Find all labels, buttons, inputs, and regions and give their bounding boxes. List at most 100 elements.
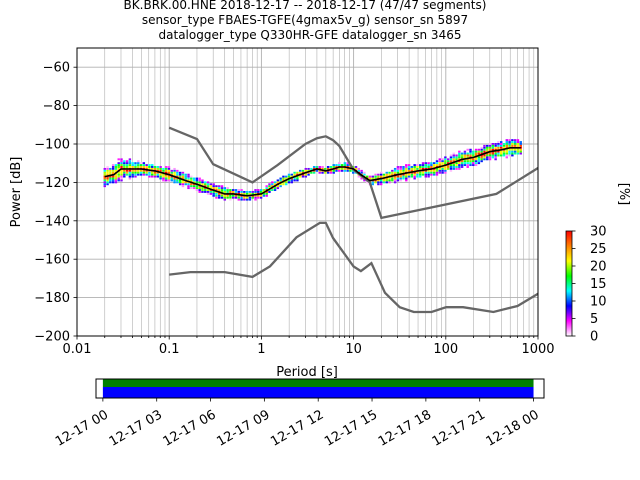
- psd-cell: [377, 173, 380, 176]
- psd-cell: [410, 173, 414, 176]
- psd-cell: [237, 191, 240, 193]
- psd-cell: [123, 162, 126, 165]
- psd-cell: [505, 143, 508, 145]
- x-ticks: 0.01 0.1 1 10 100 1000: [63, 336, 555, 357]
- psd-cell: [251, 191, 254, 193]
- psd-cell: [346, 162, 349, 165]
- psd-cell: [176, 179, 179, 182]
- psd-cell: [296, 171, 299, 174]
- psd-cell: [335, 167, 338, 170]
- psd-cell: [134, 175, 137, 178]
- psd-cell: [463, 152, 467, 155]
- psd-cell: [123, 169, 126, 172]
- psd-cell: [257, 191, 260, 193]
- psd-cell: [494, 143, 497, 145]
- psd-cell: [293, 171, 296, 174]
- psd-cell: [505, 152, 508, 155]
- x-tick-label: 1: [257, 342, 265, 357]
- psd-cell: [419, 171, 422, 174]
- psd-cell: [223, 196, 227, 199]
- psd-cell: [419, 173, 422, 176]
- coverage-bars: [102, 379, 534, 398]
- psd-cell: [435, 171, 439, 174]
- psd-cell: [446, 158, 450, 161]
- psd-cell: [379, 181, 383, 184]
- psd-cell: [206, 183, 210, 186]
- psd-cell: [483, 150, 486, 153]
- psd-cell: [173, 181, 176, 184]
- psd-cell: [234, 196, 238, 199]
- coverage-tick-label: 12-17 12: [268, 407, 326, 449]
- psd-cell: [318, 166, 321, 168]
- psd-cell: [365, 175, 369, 178]
- psd-cell: [240, 191, 243, 193]
- psd-cell: [111, 181, 115, 184]
- psd-cell: [494, 156, 497, 159]
- psd-cell: [505, 154, 508, 157]
- psd-cell: [497, 152, 500, 155]
- psd-cell: [123, 175, 126, 178]
- psd-cell: [131, 166, 134, 168]
- psd-cell: [460, 154, 464, 157]
- x-tick-label: 1000: [521, 342, 554, 357]
- psd-cell: [279, 183, 282, 186]
- psd-cell: [377, 181, 380, 184]
- psd-cell: [254, 191, 257, 193]
- psd-cell: [480, 146, 483, 149]
- psd-cell: [438, 171, 441, 174]
- psd-cell: [117, 167, 120, 170]
- psd-cell: [469, 152, 472, 155]
- psd-cell: [494, 148, 497, 151]
- psd-cell: [114, 175, 118, 178]
- psd-cell: [435, 164, 439, 167]
- psd-cell: [181, 175, 185, 178]
- psd-cell: [343, 167, 347, 170]
- psd-cell: [181, 181, 185, 184]
- psd-cell: [516, 144, 520, 147]
- psd-cell: [176, 171, 179, 174]
- psd-cell: [460, 166, 464, 168]
- psd-cell: [187, 175, 190, 178]
- psd-cell: [463, 160, 467, 163]
- psd-cell: [240, 196, 243, 199]
- psd-cell: [243, 192, 246, 195]
- colorbar: 0 5 10 15 20 25 30 [%]: [565, 183, 631, 345]
- psd-cell: [243, 196, 246, 199]
- psd-cell: [435, 167, 439, 170]
- psd-cell: [491, 144, 495, 147]
- psd-cell: [192, 181, 196, 184]
- psd-cell: [469, 150, 472, 153]
- psd-cell: [458, 160, 461, 163]
- psd-cell: [106, 167, 109, 170]
- psd-cell: [455, 167, 458, 170]
- psd-cell: [159, 169, 162, 172]
- psd-cell: [405, 167, 408, 170]
- psd-cell: [502, 146, 506, 149]
- psd-cell: [148, 167, 151, 170]
- psd-cell: [449, 164, 453, 167]
- psd-cell: [508, 144, 511, 147]
- psd-cell: [329, 169, 333, 172]
- psd-cell: [123, 166, 126, 168]
- psd-cell: [393, 179, 397, 182]
- x-tick-label: 0.01: [63, 342, 92, 357]
- psd-cell: [405, 175, 408, 178]
- psd-cell: [396, 175, 400, 178]
- psd-cell: [312, 166, 316, 168]
- colorbar-tick-label: 20: [590, 260, 607, 275]
- psd-cell: [131, 164, 134, 167]
- psd-cell: [374, 181, 377, 184]
- psd-cell: [407, 166, 411, 168]
- psd-cell: [477, 152, 481, 155]
- psd-cell: [204, 181, 207, 184]
- psd-cell: [352, 171, 355, 174]
- psd-cell: [137, 160, 140, 163]
- psd-cell: [494, 158, 497, 161]
- psd-cell: [338, 167, 341, 170]
- psd-cell: [469, 164, 472, 167]
- psd-cell: [458, 156, 461, 159]
- psd-cell: [290, 181, 294, 184]
- psd-cell: [201, 179, 204, 182]
- psd-cell: [103, 181, 106, 184]
- psd-cell: [192, 183, 196, 186]
